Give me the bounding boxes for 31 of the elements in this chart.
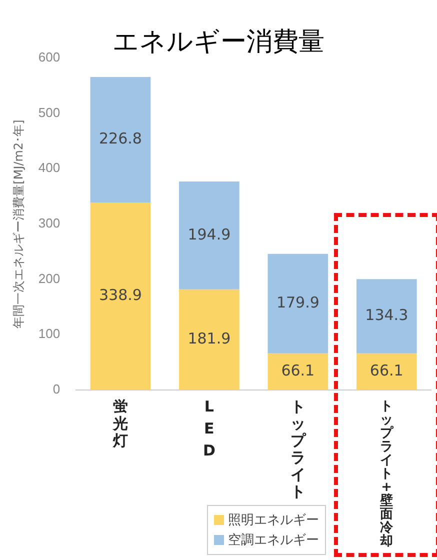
bar [90, 202, 151, 390]
data-label: 338.9 [98, 286, 142, 304]
x-tick-label: トップライト [290, 397, 306, 500]
bar [268, 254, 328, 354]
data-label: 179.9 [276, 294, 320, 312]
legend-label: 照明エネルギー [227, 512, 319, 529]
bar [179, 289, 240, 390]
legend-label: 空調エネルギー [227, 532, 319, 549]
y-axis-title: 年間一次エネルギー消費量[MJ/m2･年] [11, 120, 26, 328]
data-label: 226.8 [98, 130, 142, 148]
bar [268, 353, 328, 390]
x-tick-label: 蛍光灯 [112, 397, 128, 450]
data-label: 181.9 [188, 330, 231, 348]
data-label: 66.1 [281, 362, 315, 380]
bar [90, 76, 151, 202]
y-tick-label: 600 [38, 50, 60, 65]
y-tick-label: 100 [38, 326, 60, 342]
y-tick-label: 400 [38, 160, 60, 176]
bar [356, 279, 417, 354]
y-tick-label: 200 [38, 270, 60, 286]
y-tick-label: 500 [38, 104, 60, 120]
data-label: 66.1 [370, 362, 404, 380]
data-label: 194.9 [188, 225, 231, 244]
bar [356, 353, 417, 390]
y-tick-label: 300 [38, 216, 60, 231]
y-tick-label: 0 [52, 382, 60, 397]
bar [179, 182, 240, 290]
chart-title: エネルギー消費量 [112, 27, 324, 57]
x-tick-label: LED [202, 397, 216, 460]
data-label: 134.3 [365, 306, 408, 324]
category-label: トップライト+壁面冷却 [380, 398, 394, 549]
